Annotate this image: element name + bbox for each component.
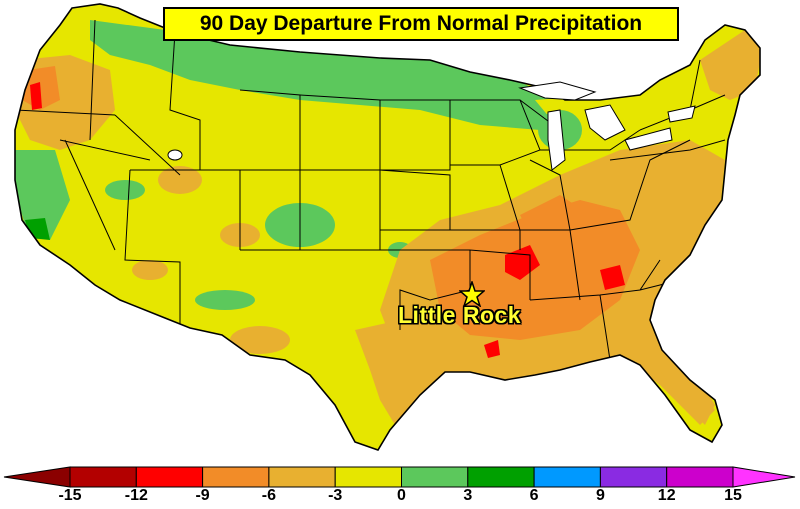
city-label-little-rock: Little Rock [398,302,522,328]
legend-bin [69,466,137,488]
legend-tick-label: 0 [397,487,406,504]
state-borders [15,19,726,361]
legend-bin [599,466,668,488]
legend-bin [268,466,336,488]
legend-bin [135,466,204,488]
legend-bin [401,466,469,488]
legend-tick-label: 6 [529,487,539,504]
legend-bin [467,466,535,488]
precipitation-field [15,4,760,450]
legend-bin [533,466,601,488]
legend-tick-label: -12 [124,487,148,504]
legend-tick-label: -9 [195,487,210,504]
legend-arrow-high [732,466,796,488]
legend-arrow-low [3,466,71,488]
legend-tick-label: 15 [724,487,742,504]
legend-tick-label: -15 [58,487,82,504]
great-lakes [518,81,696,171]
map [14,3,761,451]
map-title: 90 Day Departure From Normal Precipitati… [163,7,679,41]
legend-tick-label: 9 [595,487,605,504]
legend-tick-label: 12 [657,487,676,504]
great-salt-lake [167,149,183,161]
legend-bin [666,466,734,488]
legend-tick-label: -3 [328,487,343,504]
legend-tick-label: 3 [463,487,473,504]
color-legend: -15 -12 -9 -6 -3 0 3 6 9 12 15 [0,458,800,509]
legend-bin [334,466,403,488]
legend-tick-label: -6 [261,487,277,504]
star-icon [459,281,485,307]
legend-bin [202,466,270,488]
